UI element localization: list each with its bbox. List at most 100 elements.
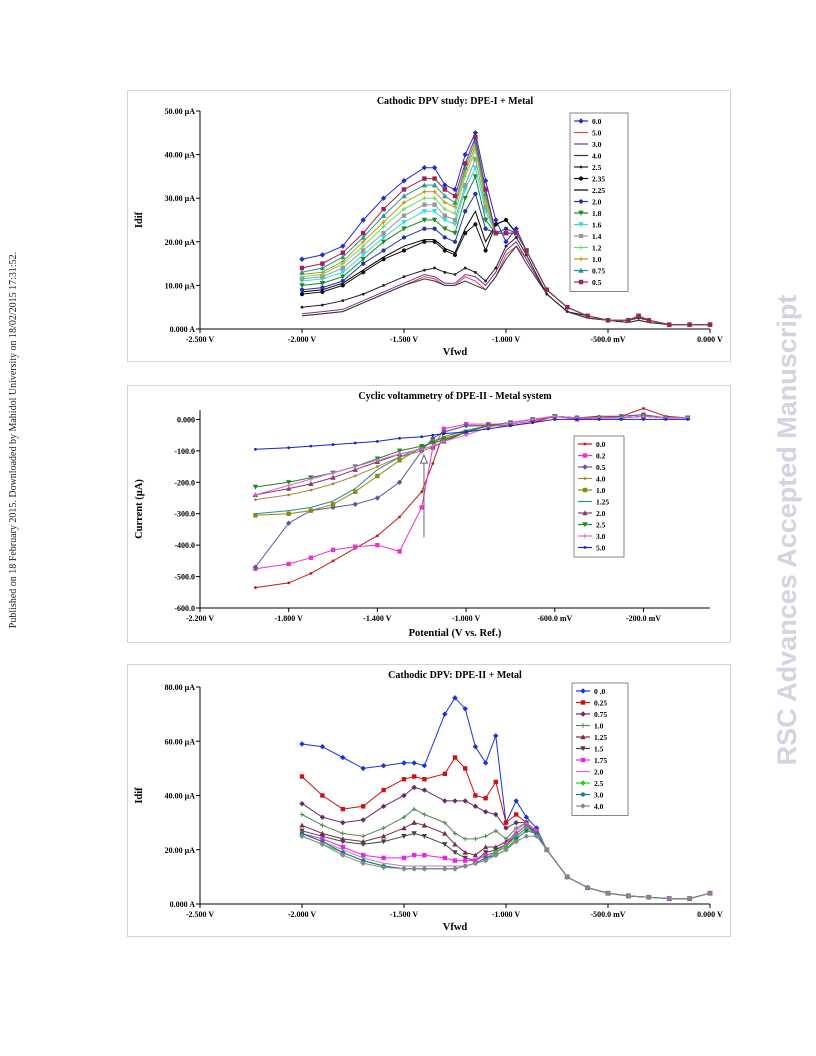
data-point	[320, 285, 325, 290]
data-point	[361, 243, 366, 249]
legend-label: 0.75	[594, 710, 607, 719]
y-tick-label: 0.000 A	[170, 325, 196, 334]
legend-entry: 1.25	[576, 733, 607, 742]
data-point	[646, 894, 652, 900]
y-tick-label: 40.00 µA	[165, 792, 196, 801]
data-point	[398, 515, 401, 519]
data-point	[340, 270, 346, 276]
data-point	[473, 793, 478, 798]
legend-swatch-marker	[583, 442, 587, 446]
legend-box	[571, 682, 629, 816]
data-point	[380, 235, 387, 241]
plot-area	[200, 687, 710, 904]
data-point	[330, 474, 336, 480]
data-point	[285, 480, 292, 485]
annotation-arrow-head	[419, 453, 429, 464]
data-point	[340, 278, 345, 284]
legend-entry: 1.0	[578, 486, 606, 495]
data-point	[254, 498, 257, 501]
data-point	[442, 193, 448, 199]
data-point	[421, 833, 428, 839]
x-tick-label: 0.000 V	[697, 910, 723, 919]
legend-label: 5.0	[592, 129, 602, 138]
data-point	[340, 274, 346, 280]
legend-entry: 0.0	[574, 117, 602, 126]
data-point	[401, 219, 407, 225]
data-point	[309, 572, 313, 575]
side-note-text: Published on 18 February 2015. Downloade…	[8, 252, 19, 628]
legend-entry: 1.5	[576, 745, 604, 754]
data-point	[473, 134, 478, 140]
legend-label: 3.0	[592, 140, 602, 149]
data-point	[523, 833, 530, 839]
legend-swatch-marker	[582, 533, 588, 539]
data-point	[360, 217, 366, 223]
data-point	[420, 490, 424, 494]
legend-label: 2.0	[596, 509, 606, 518]
data-point	[530, 417, 535, 422]
data-point	[442, 213, 447, 218]
y-axis-label: Idif	[134, 211, 145, 228]
x-tick-label: -2.500 V	[186, 335, 215, 344]
data-point	[340, 254, 346, 260]
data-point	[401, 815, 407, 820]
data-point	[462, 196, 468, 201]
data-point	[361, 804, 366, 809]
data-point	[432, 226, 437, 231]
legend-label: 2.5	[594, 779, 604, 788]
legend-entry: 1.75	[576, 756, 607, 765]
data-point	[431, 462, 435, 465]
data-point	[463, 182, 468, 188]
legend-swatch-marker	[582, 510, 588, 516]
data-point	[452, 193, 458, 199]
data-point	[300, 305, 304, 309]
legend-label: 1.6	[592, 221, 602, 230]
data-point	[401, 792, 407, 799]
data-point	[503, 820, 509, 825]
data-point	[419, 447, 424, 452]
data-point	[422, 239, 427, 244]
legend-entry: 0.2	[578, 452, 606, 461]
data-point	[382, 284, 385, 287]
legend-entry: 0.25	[576, 699, 607, 708]
data-point	[442, 711, 448, 717]
legend-label: 5.0	[596, 544, 606, 553]
legend-swatch-marker	[579, 165, 583, 169]
data-point	[381, 230, 386, 236]
data-point	[464, 430, 468, 434]
data-point	[422, 196, 427, 201]
data-point	[503, 230, 509, 236]
data-point	[463, 423, 469, 429]
data-point	[667, 322, 672, 327]
data-point	[524, 828, 529, 833]
data-point	[430, 440, 436, 446]
data-point	[402, 275, 406, 279]
data-point	[360, 765, 366, 772]
data-point	[442, 432, 446, 435]
x-axis-label: Vfwd	[443, 922, 468, 933]
data-point	[353, 464, 358, 469]
data-point	[319, 252, 326, 258]
legend-label: 0.0	[592, 117, 602, 126]
data-point	[442, 248, 447, 253]
data-point	[419, 505, 424, 510]
y-tick-label: -400.0	[174, 541, 195, 550]
legend-swatch-marker	[580, 700, 586, 705]
data-point	[340, 839, 346, 845]
y-tick-label: -100.0	[174, 447, 195, 456]
data-point	[381, 224, 386, 229]
data-point	[472, 852, 479, 858]
data-point	[340, 831, 345, 836]
data-point	[360, 257, 366, 262]
x-tick-label: -2.200 V	[186, 614, 215, 623]
data-point	[463, 209, 468, 214]
data-point	[494, 266, 498, 270]
data-point	[473, 858, 478, 863]
data-point	[421, 182, 428, 188]
data-point	[299, 831, 305, 836]
y-tick-label: -600.0	[174, 604, 195, 613]
data-point	[396, 448, 403, 454]
data-point	[308, 476, 314, 482]
data-point	[340, 265, 345, 271]
legend-swatch-marker	[582, 487, 588, 493]
